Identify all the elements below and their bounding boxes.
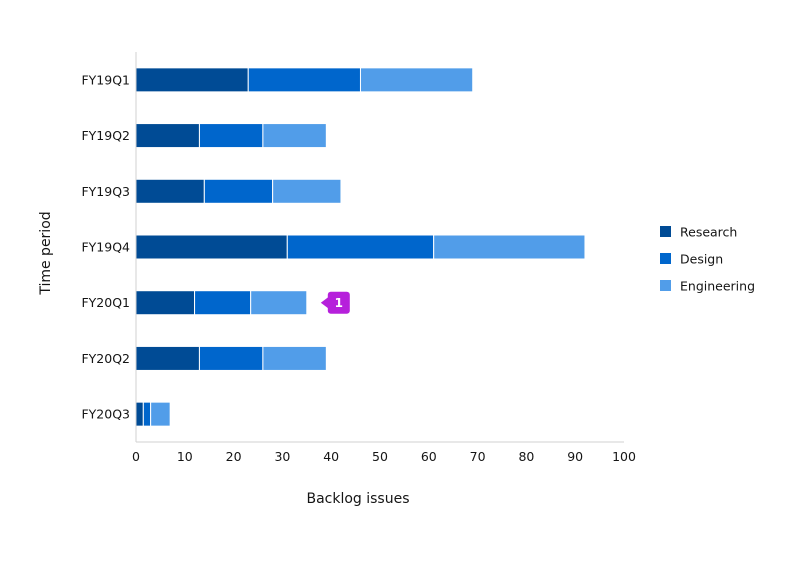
legend-label-engineering: Engineering [680,279,755,294]
x-tick-label: 90 [567,449,583,464]
annotation-badge[interactable]: 1 [320,291,350,314]
bar-engineering-fy19q3[interactable] [272,178,342,204]
bar-design-fy20q3[interactable] [142,401,152,427]
bars-group [135,67,586,427]
bar-design-fy20q2[interactable] [198,345,264,371]
legend-label-research: Research [680,225,737,240]
x-axis-title: Backlog issues [306,491,409,507]
bar-design-fy19q1[interactable] [247,67,361,93]
legend-swatch-design [660,253,671,264]
y-axis-tick-labels: FY19Q1 FY19Q2 FY19Q3 FY19Q4 FY20Q1 FY20Q2 FY20… [81,72,130,421]
x-tick-label: 60 [421,449,437,464]
bar-research-fy19q1[interactable] [135,67,249,93]
bar-research-fy20q1[interactable] [135,290,196,316]
x-axis-tick-labels: 0 10 20 30 40 50 60 70 80 90 100 [132,449,636,464]
annotation-badge-label: 1 [335,296,343,310]
bar-design-fy19q2[interactable] [198,123,264,149]
bar-design-fy20q1[interactable] [194,290,252,316]
legend-label-design: Design [680,252,723,267]
x-tick-label: 70 [470,449,486,464]
x-tick-label: 40 [323,449,339,464]
legend: Research Design Engineering [660,225,755,294]
annotations-group: 1 [320,291,350,314]
bar-design-fy19q4[interactable] [286,234,435,260]
y-tick-label: FY20Q2 [81,351,130,366]
bar-engineering-fy20q1[interactable] [250,290,308,316]
bar-design-fy19q3[interactable] [203,178,274,204]
x-tick-label: 80 [518,449,534,464]
bar-engineering-fy20q2[interactable] [262,345,327,371]
annotation-badge-box [327,291,350,314]
legend-swatch-engineering [660,280,671,291]
x-tick-label: 50 [372,449,388,464]
x-tick-label: 30 [274,449,290,464]
annotation-pointer [320,296,329,309]
bar-research-fy19q2[interactable] [135,123,200,149]
bar-engineering-fy19q2[interactable] [262,123,327,149]
bar-engineering-fy20q3[interactable] [150,401,171,427]
y-tick-label: FY19Q2 [81,128,130,143]
y-tick-label: FY20Q3 [81,407,130,422]
y-tick-label: FY20Q1 [81,295,130,310]
x-tick-label: 0 [132,449,140,464]
y-axis-title: Time period [38,211,54,295]
y-tick-label: FY19Q3 [81,184,130,199]
bar-research-fy19q3[interactable] [135,178,205,204]
bar-research-fy20q3[interactable] [135,401,144,427]
legend-swatch-research [660,226,671,237]
bar-engineering-fy19q1[interactable] [359,67,474,93]
y-tick-label: FY19Q4 [81,240,130,255]
bar-engineering-fy19q4[interactable] [433,234,586,260]
x-tick-label: 10 [177,449,193,464]
bar-research-fy19q4[interactable] [135,234,288,260]
x-tick-label: 20 [226,449,242,464]
bar-research-fy20q2[interactable] [135,345,200,371]
y-tick-label: FY19Q1 [81,72,130,87]
x-tick-label: 100 [612,449,636,464]
